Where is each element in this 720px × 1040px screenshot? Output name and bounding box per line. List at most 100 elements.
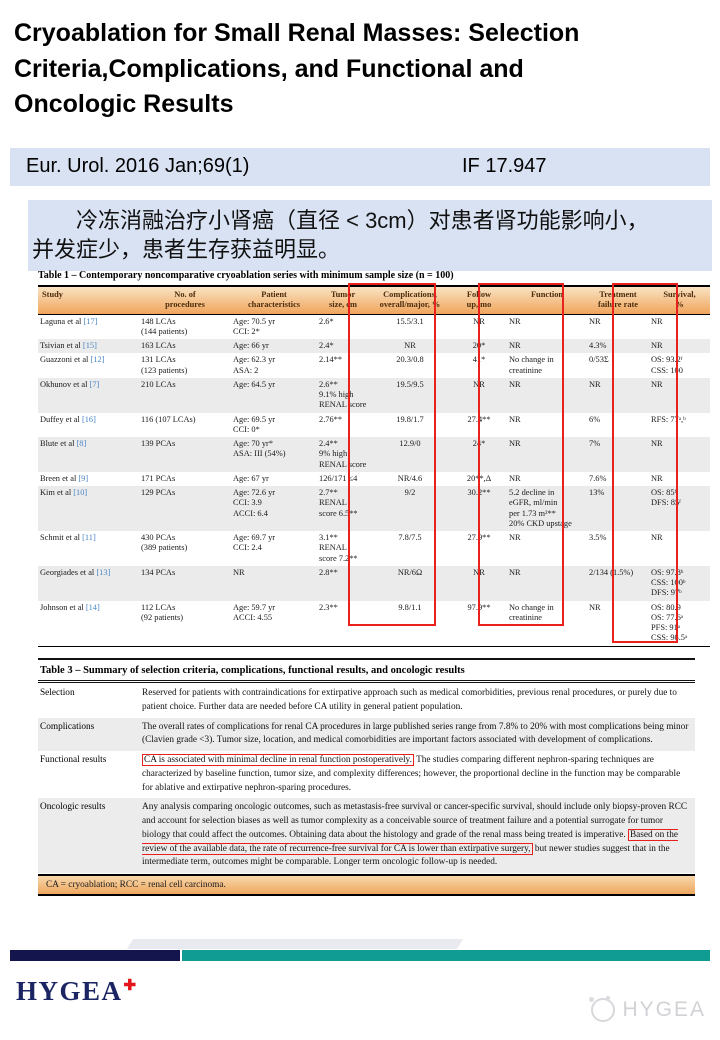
table1-col-header: Tumor size, cm xyxy=(317,286,369,314)
table-cell: Age: 70 yr* ASA: III (54%) xyxy=(233,439,286,459)
table3-title: Table 3 – Summary of selection criteria,… xyxy=(38,658,695,683)
table-cell: 2.7** RENAL score 6.5** xyxy=(319,488,358,518)
watermark-logo-icon xyxy=(589,996,616,1022)
citation-ref: [10] xyxy=(73,488,88,497)
table1-col-header: Treatment failure rate xyxy=(587,286,649,314)
row-label: Complications xyxy=(40,721,95,732)
row-text: Reserved for patients with contraindicat… xyxy=(142,687,691,715)
hygea-cross-icon: ✚ xyxy=(123,978,138,994)
study-cell: Guazzoni et al [12] xyxy=(38,353,139,378)
table-row: Laguna et al [17] 148 LCAs (144 patients)… xyxy=(38,314,710,339)
table-cell: 126/171 ≤4 xyxy=(319,473,358,483)
table-cell: Age: 69.7 yr CCI: 2.4 xyxy=(233,533,276,553)
table-cell: 5.2 decline in eGFR, ml/min per 1.73 m²*… xyxy=(509,488,572,528)
table-cell: 9.8/1.1 xyxy=(398,602,422,612)
table-cell: NR xyxy=(589,379,601,389)
journal-citation: Eur. Urol. 2016 Jan;69(1) xyxy=(26,155,250,177)
study-name: Kim et al xyxy=(40,488,74,497)
text-segment: The overall rates of complications for r… xyxy=(142,721,689,746)
citation-ref: [8] xyxy=(76,439,87,448)
table-cell: No change in creatinine xyxy=(509,355,554,375)
study-name: Tsivian et al xyxy=(40,341,83,350)
study-name: Laguna et al xyxy=(40,316,84,326)
citation-ref: [11] xyxy=(82,533,96,542)
study-name: Okhunov et al xyxy=(40,379,90,389)
text-segment: The studies comparing different nephron-… xyxy=(142,755,681,793)
table-cell: 2.14** xyxy=(319,355,343,365)
table3-row: Oncologic results Any analysis comparing … xyxy=(38,798,695,873)
table-cell: 171 PCAs xyxy=(141,473,176,483)
table-cell: 7.6% xyxy=(589,473,607,483)
row-text: The overall rates of complications for r… xyxy=(142,721,691,749)
study-name: Schmit et al xyxy=(40,533,83,542)
table-cell: 20* xyxy=(472,341,486,350)
study-name: Breen et al xyxy=(40,473,79,483)
table-cell: Age: 64.5 yr xyxy=(233,379,276,389)
study-cell: Johnson et al [14] xyxy=(38,601,139,647)
table-cell: NR xyxy=(651,533,663,542)
table-row: Tsivian et al [15] 163 LCAs Age: 66 yr 2.4*… xyxy=(38,339,710,354)
table-cell: NR xyxy=(651,316,663,326)
table-cell: 7% xyxy=(589,439,601,448)
impact-factor: IF 17.947 xyxy=(462,155,547,177)
table-cell: NR xyxy=(509,473,521,483)
table-cell: 2.3** xyxy=(319,602,338,612)
table-cell: 19.5/9.5 xyxy=(396,379,424,389)
citation-ref: [15] xyxy=(82,341,97,350)
hygea-logo: HYGEA✚ xyxy=(16,976,138,1007)
table-cell: 30.2** xyxy=(467,488,491,497)
footer-bar-teal xyxy=(182,950,710,961)
table3-footnote: CA = cryoablation; RCC = renal cell carc… xyxy=(38,874,695,896)
table-cell: NR xyxy=(233,567,245,577)
table-cell: 20**,Δ xyxy=(466,473,492,483)
table-cell: NR xyxy=(589,316,601,326)
page-title: Cryoablation for Small Renal Masses: Sel… xyxy=(14,19,580,118)
row-text: Any analysis comparing oncologic outcome… xyxy=(142,801,691,870)
table1-col-header: Study xyxy=(38,286,139,314)
table-cell: 27.4** xyxy=(467,414,491,424)
citation-ref: [17] xyxy=(83,316,98,326)
table-cell: RFS: 77ᵃ,ᵇ xyxy=(651,414,686,424)
table-cell: Age: 67 yr xyxy=(233,473,269,483)
table-cell: NR xyxy=(473,316,485,326)
table-cell: 163 LCAs xyxy=(141,341,176,350)
row-label: Selection xyxy=(40,688,75,698)
table-cell: 3.5% xyxy=(589,533,607,542)
table-cell: 15.5/3.1 xyxy=(396,316,424,326)
study-cell: Kim et al [10] xyxy=(38,486,139,531)
table-cell: 112 LCAs (92 patients) xyxy=(141,602,184,622)
study-cell: Schmit et al [11] xyxy=(38,531,139,566)
row-text: CA is associated with minimal decline in… xyxy=(142,754,691,795)
table-cell: 148 LCAs (144 patients) xyxy=(141,316,188,336)
study-name: Georgiades et al xyxy=(40,567,97,577)
table-row: Kim et al [10] 129 PCAs Age: 72.6 yr CCI: … xyxy=(38,486,710,531)
footer-bar-navy xyxy=(10,950,180,961)
text-segment: Any analysis comparing oncologic outcome… xyxy=(142,802,688,840)
table3-row: Complications The overall rates of compli… xyxy=(38,717,695,751)
table-cell: 20.3/0.8 xyxy=(396,355,424,365)
table-cell: 4.3% xyxy=(589,341,607,350)
citation-ref: [7] xyxy=(89,379,100,389)
table-cell: 24* xyxy=(472,439,486,448)
table-cell: NR/4.6 xyxy=(397,473,423,483)
table-cell: Age: 69.5 yr CCI: 0* xyxy=(233,414,276,434)
table-cell: 2.6* xyxy=(319,316,334,326)
highlighted-text: CA is associated with minimal decline in… xyxy=(142,754,414,766)
study-name: Duffey et al xyxy=(40,414,82,424)
table-cell: NR xyxy=(404,341,416,350)
table-cell: NR xyxy=(651,341,663,350)
table3-section: Table 3 – Summary of selection criteria,… xyxy=(38,658,695,896)
table-cell: OS: 93.2ᶠ CSS: 100 xyxy=(651,355,683,375)
table-cell: 3.1** RENAL score 7.2** xyxy=(319,533,358,563)
table-row: Georgiades et al [13] 134 PCAs NR 2.8** NR/6… xyxy=(38,565,710,601)
hygea-logo-text: HYGEA xyxy=(16,976,123,1006)
summary-text-zh: 冷冻消融治疗小肾癌（直径 < 3cm）对患者肾功能影响小， 并发症少，患者生存获… xyxy=(28,200,712,272)
table-row: Schmit et al [11] 430 PCAs (389 patients)… xyxy=(38,531,710,566)
table-cell: 13% xyxy=(589,488,605,497)
study-name: Blute et al xyxy=(40,439,77,448)
table-cell: NR xyxy=(651,379,663,389)
table-cell: 12.9/0 xyxy=(399,439,421,448)
table-cell: NR xyxy=(509,414,521,424)
table-cell: Age: 72.6 yr CCI: 3.9 ACCI: 6.4 xyxy=(233,488,276,518)
table-cell: 7.8/7.5 xyxy=(398,533,422,542)
